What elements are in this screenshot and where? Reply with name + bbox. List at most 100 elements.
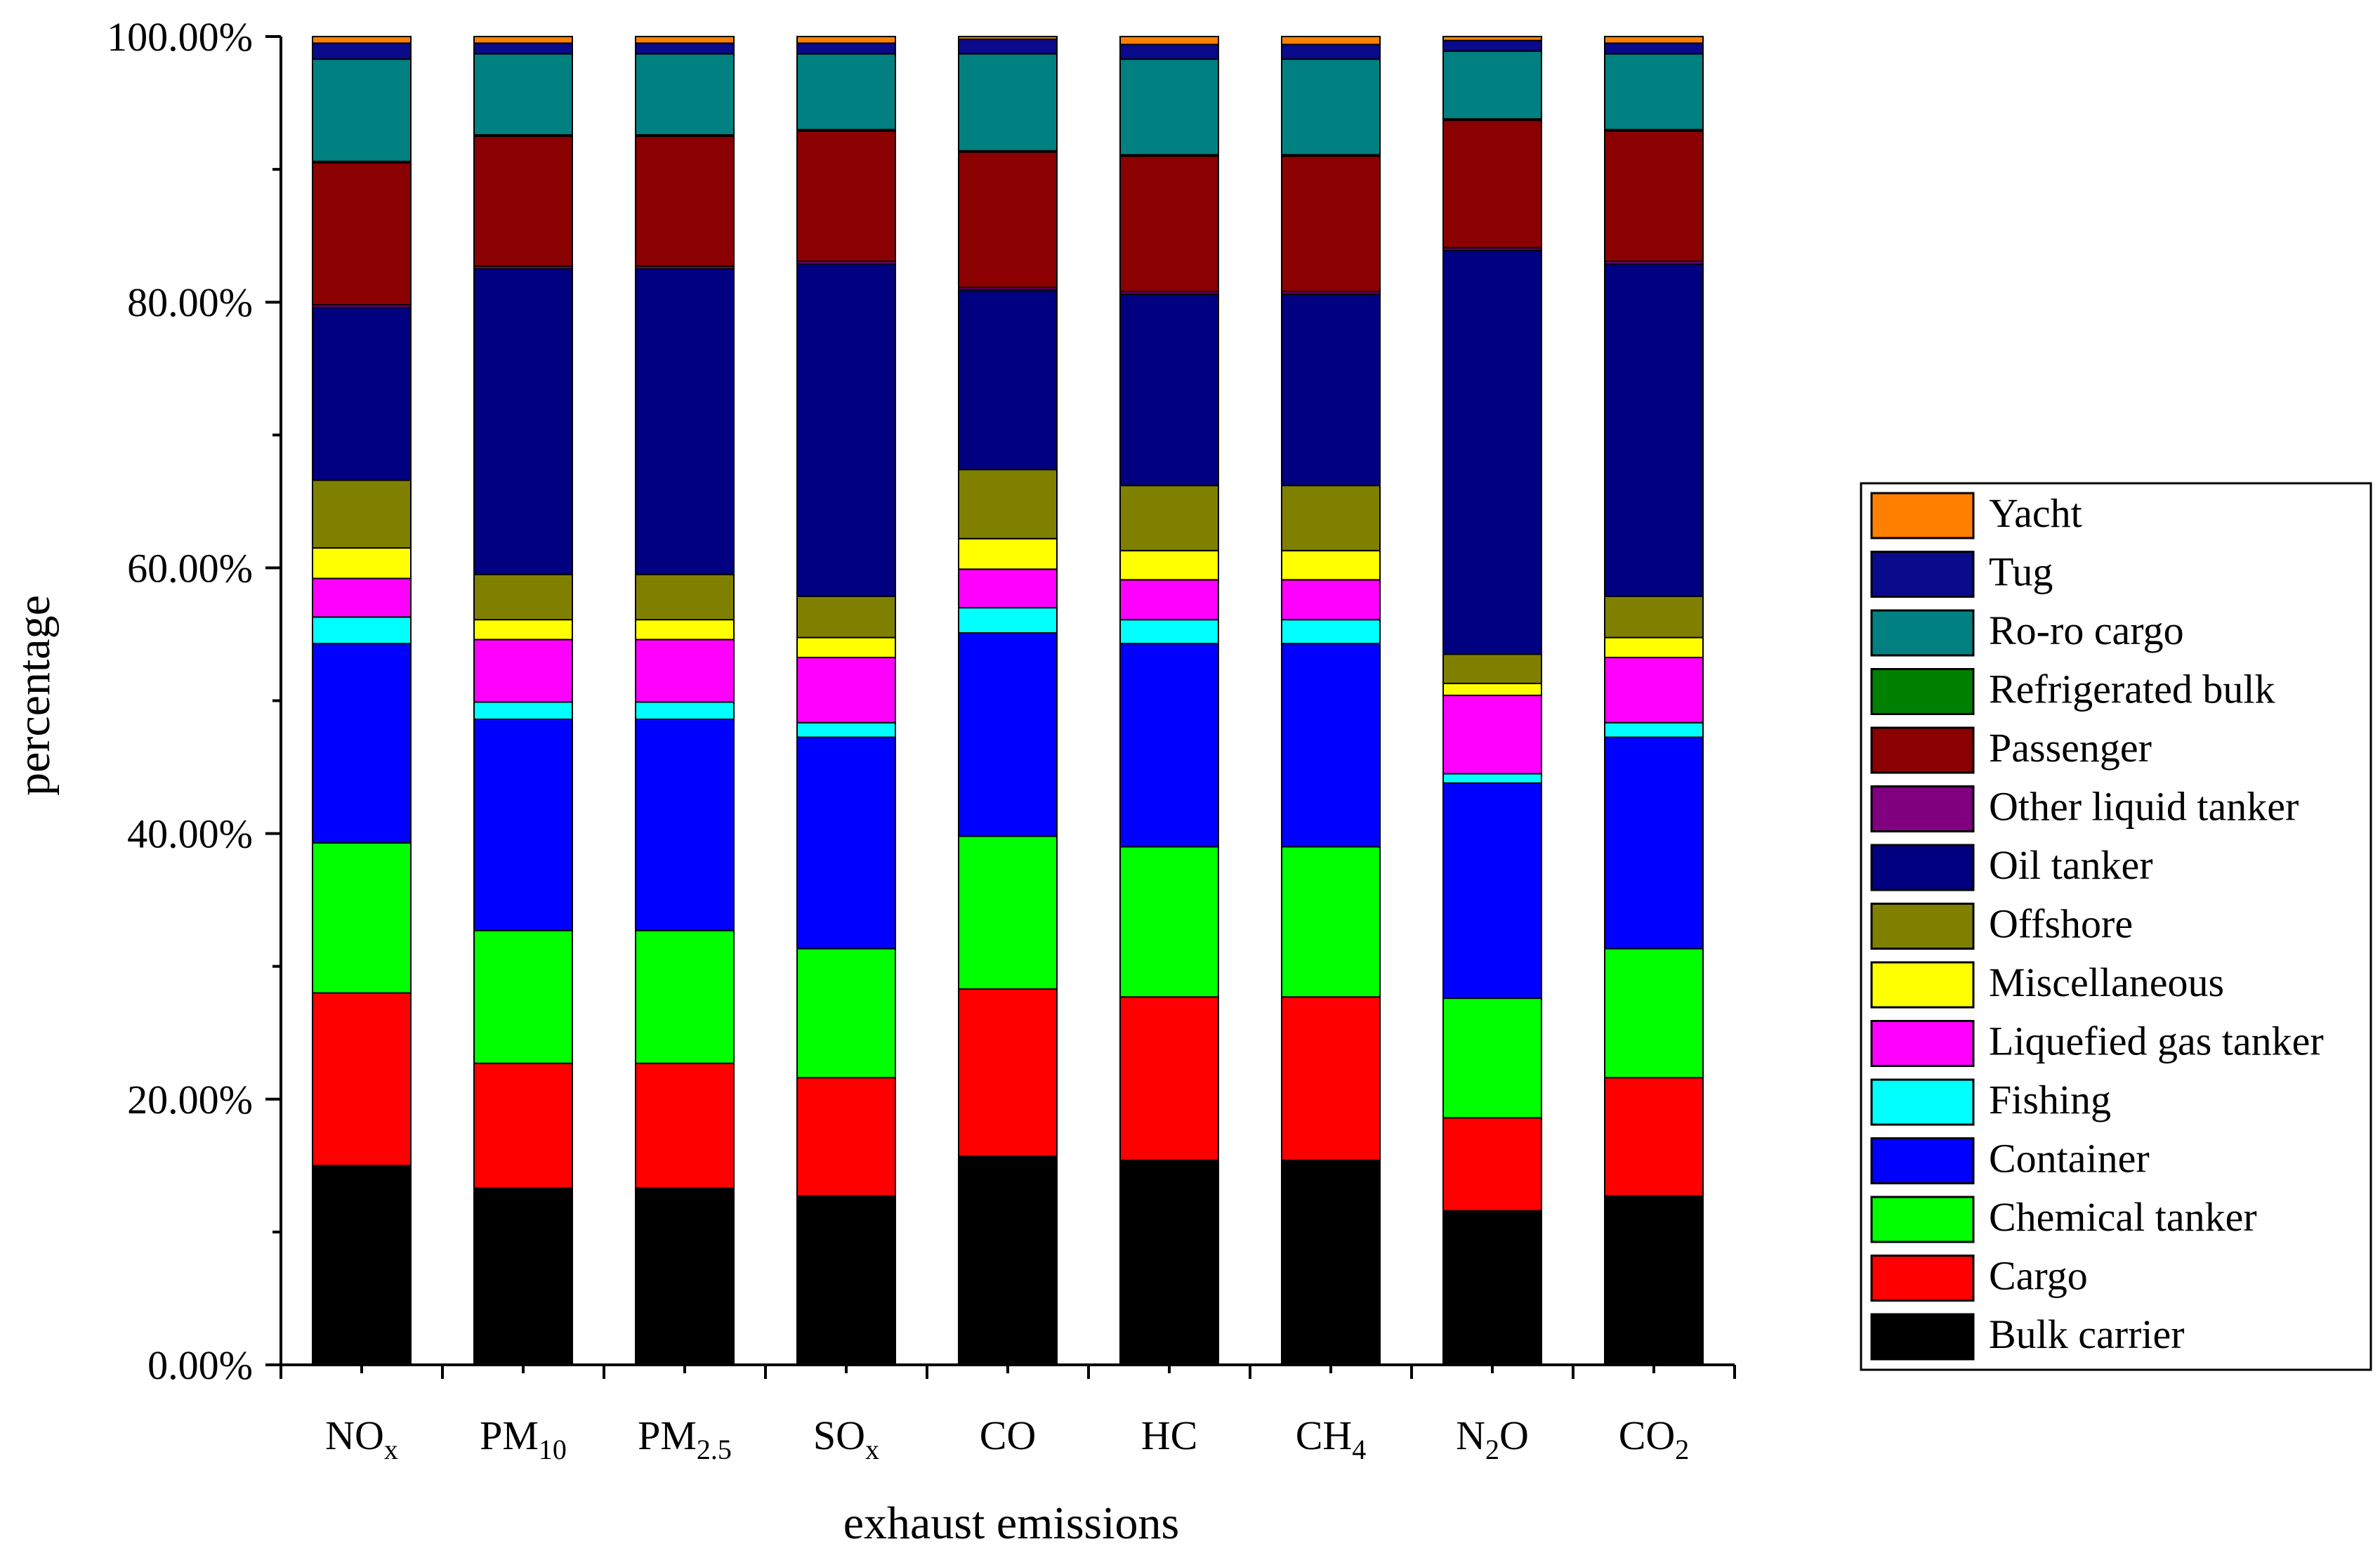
bar-segment-passenger-1 bbox=[473, 135, 573, 268]
legend-label-chemical-tanker: Chemical tanker bbox=[1989, 1194, 2257, 1240]
bar-segment-tug-6 bbox=[1281, 44, 1381, 60]
legend-swatch-tug bbox=[1870, 551, 1975, 598]
x-tick-label: HC bbox=[1141, 1413, 1198, 1458]
legend-label-bulk-carrier: Bulk carrier bbox=[1989, 1311, 2185, 1357]
bar-segment-yacht-1 bbox=[473, 36, 573, 44]
bar-segment-oil-tanker-8 bbox=[1604, 263, 1704, 597]
bar-segment-bulk-carrier-2 bbox=[635, 1187, 735, 1366]
bar-segment-tug-3 bbox=[796, 42, 896, 55]
bar-segment-passenger-6 bbox=[1281, 155, 1381, 293]
bar-segment-liquefied-gas-tanker-1 bbox=[473, 639, 573, 703]
legend-label-refrigerated-bulk: Refrigerated bulk bbox=[1989, 667, 2275, 712]
bar-segment-fishing-4 bbox=[958, 607, 1058, 634]
bar-segment-bulk-carrier-3 bbox=[796, 1195, 896, 1366]
bar-segment-tug-1 bbox=[473, 42, 573, 55]
bar-segment-oil-tanker-4 bbox=[958, 289, 1058, 471]
bar-segment-fishing-0 bbox=[312, 616, 412, 645]
bar-segment-container-0 bbox=[312, 643, 412, 844]
y-tick-label: 40.00% bbox=[127, 811, 253, 857]
legend-swatch-miscellaneous bbox=[1870, 961, 1975, 1009]
bar-segment-container-2 bbox=[635, 718, 735, 931]
legend: Yacht Tug Ro-ro cargo Refrigerated bulk Pass… bbox=[1860, 482, 2372, 1371]
bar-segment-tug-7 bbox=[1442, 39, 1542, 52]
bar-segment-yacht-3 bbox=[796, 36, 896, 44]
bar-segment-chemical-tanker-3 bbox=[796, 948, 896, 1079]
bar-segment-offshore-8 bbox=[1604, 595, 1704, 639]
bar-segment-ro-ro-cargo-7 bbox=[1442, 50, 1542, 120]
bar-segment-container-1 bbox=[473, 718, 573, 931]
x-tick-label: N2O bbox=[1456, 1413, 1529, 1465]
legend-label-miscellaneous: Miscellaneous bbox=[1989, 960, 2224, 1005]
bar-segment-passenger-4 bbox=[958, 151, 1058, 289]
bar-segment-chemical-tanker-1 bbox=[473, 929, 573, 1064]
bar-segment-passenger-3 bbox=[796, 130, 896, 262]
y-axis-title: percentage bbox=[8, 595, 60, 796]
bar-segment-yacht-8 bbox=[1604, 36, 1704, 44]
bar-segment-miscellaneous-2 bbox=[635, 619, 735, 641]
y-tick-label: 0.00% bbox=[147, 1342, 253, 1388]
bar-segment-offshore-7 bbox=[1442, 653, 1542, 684]
bar-segment-container-7 bbox=[1442, 782, 1542, 1000]
legend-label-container: Container bbox=[1989, 1136, 2150, 1182]
bar-segment-cargo-2 bbox=[635, 1062, 735, 1189]
bar-segment-liquefied-gas-tanker-5 bbox=[1119, 579, 1219, 621]
bar-segment-oil-tanker-1 bbox=[473, 268, 573, 575]
bar-segment-tug-5 bbox=[1119, 44, 1219, 60]
bar-segment-chemical-tanker-2 bbox=[635, 929, 735, 1064]
bar-segment-offshore-1 bbox=[473, 573, 573, 621]
bar-segment-oil-tanker-2 bbox=[635, 268, 735, 575]
x-ticks: NOx PM10 PM2.5 SOx CO HC CH4 N2O CO2 bbox=[280, 1365, 1736, 1465]
bar-segment-passenger-7 bbox=[1442, 119, 1542, 249]
bar-segment-ro-ro-cargo-1 bbox=[473, 53, 573, 136]
x-tick-label: CH4 bbox=[1296, 1413, 1367, 1465]
bars-layer bbox=[312, 36, 1704, 1366]
bar-segment-offshore-3 bbox=[796, 595, 896, 639]
bar-segment-liquefied-gas-tanker-0 bbox=[312, 577, 412, 618]
bar-segment-fishing-8 bbox=[1604, 721, 1704, 738]
x-tick-label: PM10 bbox=[480, 1413, 567, 1465]
bar-segment-yacht-2 bbox=[635, 36, 735, 44]
bar-segment-bulk-carrier-1 bbox=[473, 1187, 573, 1366]
bar-segment-bulk-carrier-7 bbox=[1442, 1210, 1542, 1366]
legend-label-other-liquid-tanker: Other liquid tanker bbox=[1989, 784, 2299, 830]
bar-segment-miscellaneous-5 bbox=[1119, 549, 1219, 581]
bar-segment-tug-4 bbox=[958, 38, 1058, 55]
legend-swatch-oil-tanker bbox=[1870, 844, 1975, 891]
legend-swatch-other-liquid-tanker bbox=[1870, 785, 1975, 832]
bar-segment-tug-0 bbox=[312, 42, 412, 60]
bar-segment-container-6 bbox=[1281, 643, 1381, 848]
x-tick-label: NOx bbox=[325, 1413, 398, 1465]
bar-segment-cargo-7 bbox=[1442, 1117, 1542, 1212]
bar-segment-chemical-tanker-0 bbox=[312, 842, 412, 994]
legend-label-yacht: Yacht bbox=[1989, 490, 2082, 536]
bar-segment-offshore-2 bbox=[635, 573, 735, 621]
bar-segment-ro-ro-cargo-2 bbox=[635, 53, 735, 136]
legend-swatch-bulk-carrier bbox=[1870, 1313, 1975, 1361]
bar-segment-chemical-tanker-5 bbox=[1119, 846, 1219, 998]
bar-segment-yacht-7 bbox=[1442, 36, 1542, 41]
legend-swatch-cargo bbox=[1870, 1255, 1975, 1302]
bar-segment-fishing-5 bbox=[1119, 619, 1219, 645]
y-tick-label: 60.00% bbox=[127, 545, 253, 591]
legend-swatch-refrigerated-bulk bbox=[1870, 668, 1975, 715]
bar-segment-fishing-2 bbox=[635, 701, 735, 720]
bar-segment-ro-ro-cargo-4 bbox=[958, 53, 1058, 152]
bar-segment-oil-tanker-3 bbox=[796, 263, 896, 597]
bar-segment-container-8 bbox=[1604, 736, 1704, 950]
bar-segment-bulk-carrier-5 bbox=[1119, 1159, 1219, 1366]
bar-segment-bulk-carrier-4 bbox=[958, 1156, 1058, 1366]
bar-segment-miscellaneous-0 bbox=[312, 547, 412, 580]
bar-segment-miscellaneous-1 bbox=[473, 619, 573, 641]
bar-segment-yacht-0 bbox=[312, 36, 412, 44]
bar-segment-liquefied-gas-tanker-2 bbox=[635, 639, 735, 703]
legend-label-liquefied-gas-tanker: Liquefied gas tanker bbox=[1989, 1019, 2324, 1064]
bar-segment-liquefied-gas-tanker-7 bbox=[1442, 694, 1542, 775]
bar-segment-fishing-3 bbox=[796, 721, 896, 738]
bar-segment-yacht-4 bbox=[958, 36, 1058, 40]
x-axis-title: exhaust emissions bbox=[843, 1498, 1179, 1549]
legend-swatch-chemical-tanker bbox=[1870, 1196, 1975, 1243]
bar-segment-chemical-tanker-7 bbox=[1442, 997, 1542, 1119]
bar-segment-fishing-6 bbox=[1281, 619, 1381, 645]
legend-swatch-container bbox=[1870, 1137, 1975, 1184]
bar-segment-bulk-carrier-6 bbox=[1281, 1159, 1381, 1366]
